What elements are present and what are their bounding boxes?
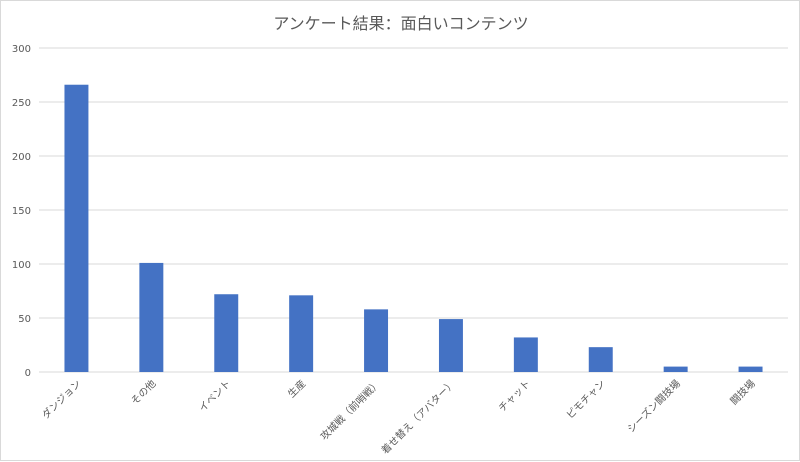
bar [738,366,763,372]
bar [364,309,389,372]
x-tick-label: 生産 [285,377,308,400]
x-tick-label: ダンジョン [39,377,84,422]
bar [214,294,239,372]
y-tick-label: 250 [12,98,31,109]
x-tick-label: イベント [197,378,234,415]
chart-title: アンケート結果：面白いコンテンツ [273,14,529,33]
y-tick-label: 0 [25,368,31,379]
bar [663,366,688,372]
x-tick-label: ピモチャン [564,378,608,422]
y-tick-label: 50 [18,314,31,325]
bar [64,84,89,372]
x-tick-label: チャット [496,378,533,415]
bar [438,319,463,372]
y-tick-label: 200 [12,152,31,163]
y-tick-label: 300 [12,44,31,55]
y-tick-label: 100 [12,260,31,271]
bar [513,337,538,372]
x-tick-label: 攻城戦（前哨戦） [317,377,383,443]
x-tick-label: 闘技場 [727,377,757,407]
bar [289,295,314,372]
bar [588,347,613,372]
x-tick-label: その他 [128,377,158,407]
x-tick-label: シーズン闘技場 [624,377,682,435]
bar [139,262,164,372]
x-tick-label: 着せ替え（アバター） [378,377,458,457]
y-tick-label: 150 [12,206,31,217]
